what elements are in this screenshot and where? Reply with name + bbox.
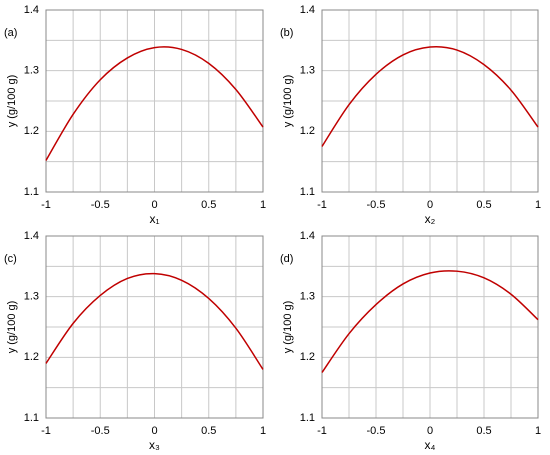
panel-label: (b) (280, 27, 293, 39)
y-tick-label: 1.4 (300, 4, 315, 16)
x-tick-label: -0.5 (91, 199, 110, 211)
x-axis-label: x₄ (425, 438, 436, 452)
x-axis-label: x₃ (149, 438, 160, 452)
y-tick-label: 1.1 (300, 412, 315, 424)
x-tick-label: 0.5 (201, 199, 216, 211)
x-tick-label: -1 (41, 425, 51, 437)
y-axis-label: y (g/100 g) (6, 301, 18, 354)
panel: -1 -0.5 0 0.5 1 1.1 1.2 1.3 1.4 (b) x₂ y (g/100 g) (280, 4, 541, 226)
y-tick-label: 1.2 (24, 351, 39, 363)
y-tick-label: 1.1 (24, 186, 39, 198)
y-tick-label: 1.1 (300, 186, 315, 198)
y-tick-label: 1.3 (24, 291, 39, 303)
panel-label: (c) (4, 253, 17, 265)
x-tick-label: 1 (260, 425, 266, 437)
y-tick-label: 1.4 (24, 230, 39, 242)
x-tick-label: 0 (151, 425, 157, 437)
y-axis-label: y (g/100 g) (282, 301, 294, 354)
x-tick-label: -0.5 (367, 199, 386, 211)
plot-frame (321, 235, 539, 419)
panel: -1 -0.5 0 0.5 1 1.1 1.2 1.3 1.4 (d) x₄ y (g/100 g) (280, 230, 541, 452)
x-tick-label: 0 (427, 199, 433, 211)
y-tick-label: 1.3 (300, 291, 315, 303)
y-tick-label: 1.2 (300, 351, 315, 363)
y-tick-label: 1.4 (24, 4, 39, 16)
x-tick-label: -0.5 (91, 425, 110, 437)
x-tick-label: 0.5 (201, 425, 216, 437)
x-tick-label: -0.5 (367, 425, 386, 437)
x-axis-label: x₁ (149, 212, 159, 226)
curve (321, 270, 539, 373)
x-tick-label: -1 (41, 199, 51, 211)
plot-frame (321, 9, 539, 193)
x-tick-label: 1 (535, 425, 541, 437)
x-tick-label: 0.5 (476, 199, 491, 211)
panel-label: (d) (280, 253, 293, 265)
x-tick-label: 1 (535, 199, 541, 211)
y-tick-label: 1.3 (300, 65, 315, 77)
panel-label: (a) (4, 27, 17, 39)
x-tick-label: 1 (260, 199, 266, 211)
plot-frame (45, 235, 264, 419)
panel: -1 -0.5 0 0.5 1 1.1 1.2 1.3 1.4 (a) x₁ y (g/100 g) (4, 4, 266, 226)
x-axis-label: x₂ (425, 212, 436, 226)
x-tick-label: -1 (317, 199, 327, 211)
x-tick-label: 0.5 (476, 425, 491, 437)
y-axis-label: y (g/100 g) (6, 75, 18, 128)
x-tick-label: 0 (151, 199, 157, 211)
y-tick-label: 1.1 (24, 412, 39, 424)
y-tick-label: 1.2 (300, 125, 315, 137)
x-tick-label: -1 (317, 425, 327, 437)
curve (321, 45, 539, 147)
plot-frame (45, 9, 264, 193)
curve (45, 46, 264, 161)
x-tick-label: 0 (427, 425, 433, 437)
y-tick-label: 1.2 (24, 125, 39, 137)
y-tick-label: 1.4 (300, 230, 315, 242)
y-tick-label: 1.3 (24, 65, 39, 77)
curve (45, 272, 264, 370)
panel: -1 -0.5 0 0.5 1 1.1 1.2 1.3 1.4 (c) x₃ y (g/100 g) (4, 230, 266, 452)
y-axis-label: y (g/100 g) (282, 75, 294, 128)
